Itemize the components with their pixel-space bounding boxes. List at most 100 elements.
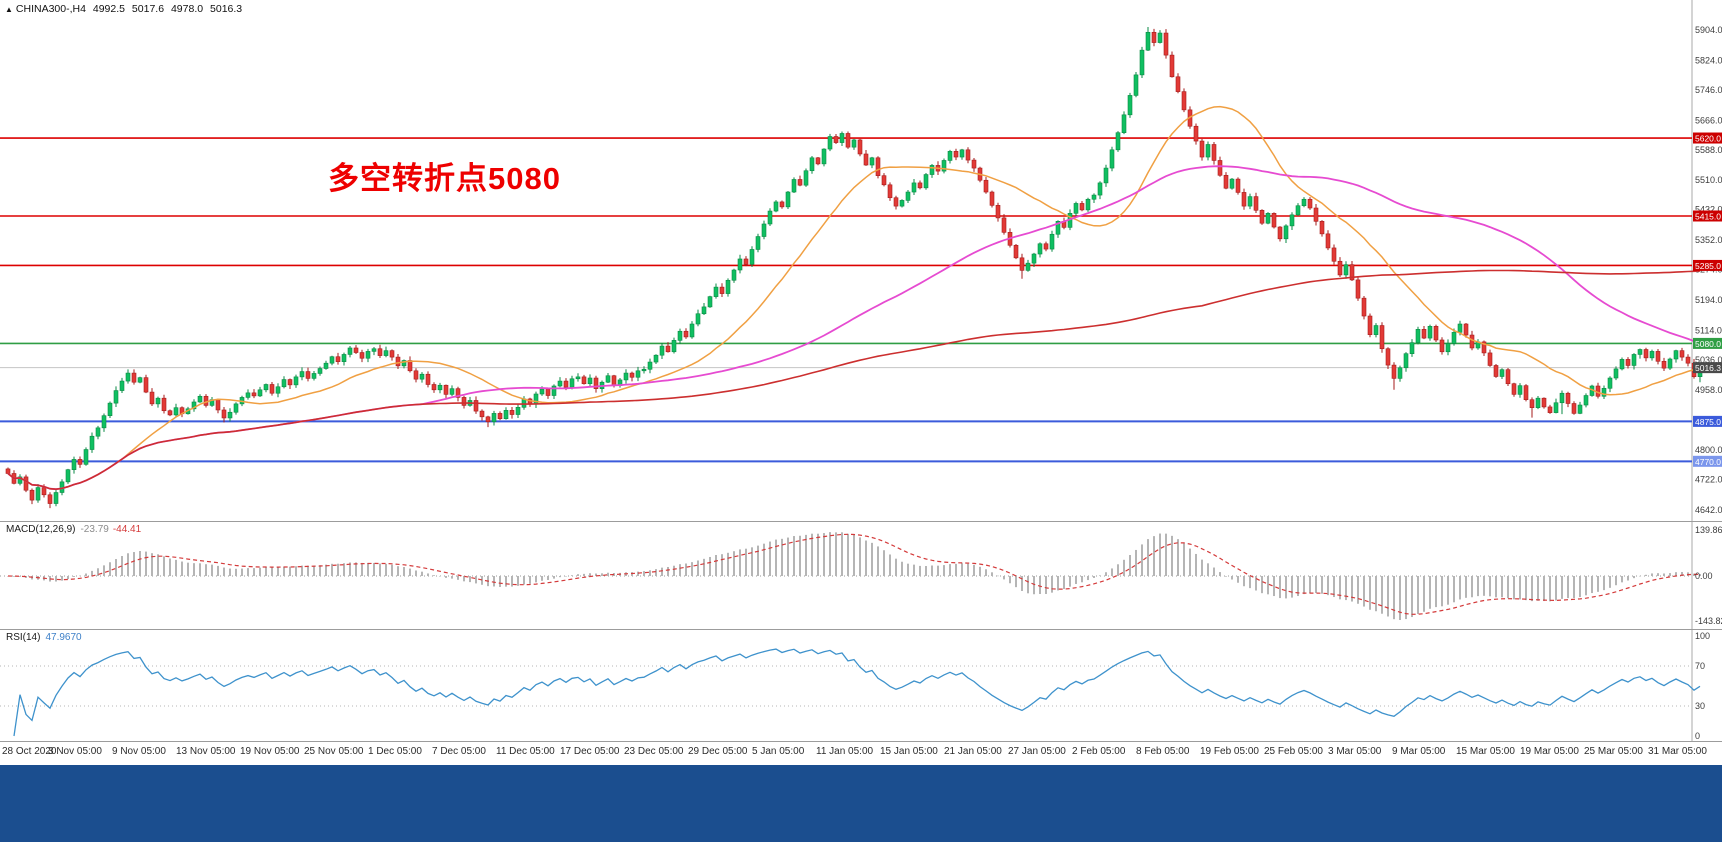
level-4875.0-tag-text: 4875.0 bbox=[1695, 417, 1721, 427]
macd-bar bbox=[1207, 563, 1209, 576]
candle-body bbox=[299, 371, 305, 378]
price-chart-panel: 5904.0 5824.0 5746.0 5666.0 5588.0 5510.0 5432… bbox=[0, 0, 1722, 522]
macd-bar bbox=[1375, 576, 1377, 612]
macd-bar bbox=[607, 572, 609, 576]
macd-bar bbox=[1405, 576, 1407, 620]
candle-body bbox=[755, 236, 761, 250]
candle-body bbox=[425, 373, 431, 385]
candle-body bbox=[731, 269, 737, 281]
candle-body bbox=[35, 487, 41, 501]
candle-body bbox=[1457, 323, 1463, 333]
macd-bar bbox=[463, 576, 465, 582]
candle-body bbox=[149, 391, 155, 405]
macd-bar bbox=[295, 566, 297, 576]
candle-body bbox=[563, 380, 569, 388]
candle-body bbox=[1547, 406, 1553, 413]
candle-body bbox=[167, 410, 173, 416]
macd-bar bbox=[505, 576, 507, 587]
macd-bar bbox=[1603, 576, 1605, 591]
candle-body bbox=[89, 435, 95, 450]
price-axis-label: 4800.0 bbox=[1695, 445, 1722, 455]
bid-price-tag-text: 5016.3 bbox=[1695, 363, 1721, 373]
time-axis-label: 11 Dec 05:00 bbox=[496, 746, 555, 757]
candle-body bbox=[47, 494, 53, 504]
time-axis[interactable]: 28 Oct 2020 3 Nov 05:00 9 Nov 05:00 13 Nov … bbox=[0, 742, 1722, 765]
candle-body bbox=[671, 340, 677, 353]
rsi-label: RSI(14) 47.9670 bbox=[6, 632, 82, 643]
macd-bar bbox=[1135, 549, 1137, 576]
candle-body bbox=[347, 347, 353, 355]
macd-bar bbox=[439, 576, 441, 577]
candle-body bbox=[389, 350, 395, 358]
macd-bar bbox=[1507, 576, 1509, 599]
candle-body bbox=[797, 179, 803, 186]
time-axis-label: 3 Mar 05:00 bbox=[1328, 746, 1382, 757]
candle-body bbox=[323, 362, 329, 369]
candle-body bbox=[815, 157, 821, 165]
macd-canvas[interactable]: 139.86 0.00 -143.82 bbox=[0, 522, 1722, 629]
candle-body bbox=[233, 403, 239, 413]
candle-body bbox=[1241, 192, 1247, 207]
candle-body bbox=[311, 373, 317, 379]
macd-bar bbox=[1345, 576, 1347, 601]
macd-bar bbox=[1285, 576, 1287, 599]
macd-bar bbox=[175, 559, 177, 576]
candle-body bbox=[971, 159, 977, 169]
candle-body bbox=[1157, 32, 1163, 43]
macd-bar bbox=[1171, 535, 1173, 576]
candle-body bbox=[659, 345, 665, 356]
rsi-value: 47.9670 bbox=[45, 632, 82, 643]
macd-bar bbox=[1303, 576, 1305, 595]
macd-bar bbox=[151, 553, 153, 576]
candle-body bbox=[65, 469, 71, 483]
candle-body bbox=[1517, 385, 1523, 395]
candle-body bbox=[1037, 243, 1043, 255]
candle-body bbox=[965, 149, 971, 161]
candle-body bbox=[491, 413, 497, 423]
chart-symbol-icon: ▲ bbox=[5, 5, 13, 14]
candle-body bbox=[1097, 182, 1103, 196]
macd-bar bbox=[379, 563, 381, 576]
macd-bar bbox=[553, 576, 555, 579]
macd-bar bbox=[121, 556, 123, 576]
macd-bar bbox=[967, 563, 969, 576]
macd-bar bbox=[1117, 564, 1119, 576]
macd-bar bbox=[1651, 573, 1653, 576]
macd-bar bbox=[781, 538, 783, 576]
candle-body bbox=[1139, 49, 1145, 76]
candle-body bbox=[1055, 221, 1061, 235]
candle-body bbox=[287, 379, 293, 386]
macd-bar bbox=[769, 541, 771, 576]
rsi-canvas[interactable]: 100 70 30 0 bbox=[0, 630, 1722, 741]
macd-bar bbox=[1537, 576, 1539, 601]
macd-bar bbox=[1495, 576, 1497, 598]
macd-bar bbox=[1045, 576, 1047, 594]
macd-bar bbox=[1417, 576, 1419, 614]
candle-body bbox=[1379, 325, 1385, 350]
candle-body bbox=[1385, 348, 1391, 366]
macd-bar bbox=[421, 571, 423, 576]
candle-body bbox=[1607, 377, 1613, 389]
macd-bar bbox=[847, 533, 849, 576]
macd-bar bbox=[403, 567, 405, 576]
macd-bar bbox=[805, 534, 807, 576]
macd-bar bbox=[1663, 573, 1665, 576]
macd-bar bbox=[817, 533, 819, 576]
macd-bar bbox=[133, 552, 135, 576]
macd-bar bbox=[1597, 576, 1599, 592]
candle-body bbox=[1463, 323, 1469, 336]
candle-body bbox=[101, 415, 107, 429]
candle-body bbox=[689, 323, 695, 338]
price-chart-canvas[interactable]: 5904.0 5824.0 5746.0 5666.0 5588.0 5510.0 5432… bbox=[0, 0, 1722, 521]
candle-body bbox=[1127, 95, 1133, 116]
macd-label: MACD(12,26,9) -23.79 -44.41 bbox=[6, 524, 141, 535]
macd-bar bbox=[991, 572, 993, 576]
candle-body bbox=[1247, 196, 1253, 207]
candle-body bbox=[1163, 32, 1169, 56]
macd-bar bbox=[889, 554, 891, 576]
level-5620.0-tag bbox=[1693, 132, 1722, 144]
candle-body bbox=[1487, 352, 1493, 366]
candle-body bbox=[1319, 221, 1325, 235]
macd-bar bbox=[1261, 576, 1263, 594]
